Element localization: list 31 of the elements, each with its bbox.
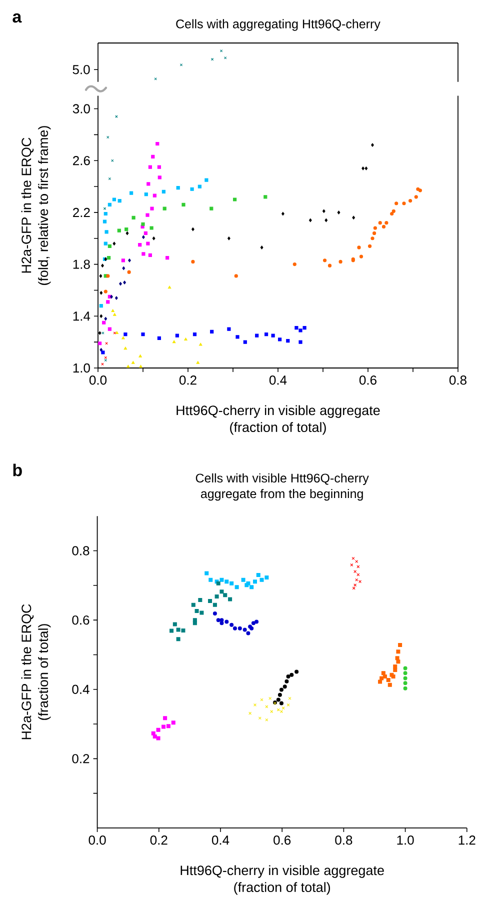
x-tick-label: 0.2 <box>150 836 168 845</box>
text: b <box>13 464 22 476</box>
x-tick-label: 0.8 <box>449 376 466 385</box>
x-tick-label: 0.2 <box>179 376 196 385</box>
y-tick-label: 2.2 <box>73 208 90 217</box>
x-tick-label: 0.4 <box>269 376 287 385</box>
x-tick-label: 0.0 <box>88 836 106 845</box>
x-tick-label: 0.4 <box>212 836 230 845</box>
text: a <box>12 13 22 23</box>
x-tick-label: 0.6 <box>274 836 291 845</box>
x-tick-label: 1.0 <box>397 836 414 845</box>
y-tick-label: 1.8 <box>73 260 90 269</box>
y-tick-label: 3.0 <box>72 104 90 114</box>
y-axis-title: H2a-GFP in the ERQC (fold, relative to first frame) <box>21 126 51 285</box>
chart-title: Cells with visible Htt96Q-cherry aggregate from the beginning <box>196 473 369 501</box>
y-axis-title: H2a-GFP in the ERQC (fraction of total) <box>21 604 51 740</box>
x-tick-label: 0.6 <box>359 376 376 385</box>
y-tick-label: 0.6 <box>72 615 90 625</box>
y-tick-label: 0.4 <box>72 684 90 694</box>
x-axis-title: Htt96Q-cherry in visible aggregate (fraction of total) <box>176 405 380 435</box>
y-tick-label: 1.4 <box>73 312 90 321</box>
x-tick-label: 0.0 <box>89 376 107 385</box>
y-tick-label: 0.8 <box>72 546 90 556</box>
x-tick-label: 1.2 <box>458 836 476 845</box>
y-tick-label: 0.2 <box>72 754 90 764</box>
x-tick-label: 0.8 <box>335 836 352 845</box>
text: 5.0 <box>72 65 90 74</box>
chart-title: Cells with aggregating Htt96Q-cherry <box>176 19 380 31</box>
y-tick-label: 2.6 <box>73 156 90 166</box>
y-tick-label: 1.0 <box>73 363 90 373</box>
x-axis-title: Htt96Q-cherry in visible aggregate (fraction of total) <box>180 865 384 895</box>
